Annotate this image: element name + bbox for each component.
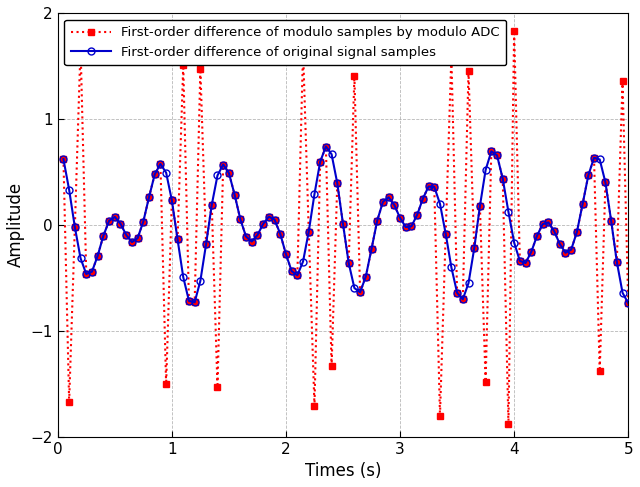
First-order difference of modulo samples by modulo ADC — [625, 300, 632, 306]
Legend: First-order difference of modulo samples by modulo ADC, First-order difference o: First-order difference of modulo samples… — [65, 19, 506, 65]
Line: First-order difference of modulo samples by modulo ADC: First-order difference of modulo samples… — [60, 27, 632, 427]
First-order difference of modulo samples by modulo ADC — [607, 218, 615, 224]
First-order difference of original signal samples — [356, 289, 364, 295]
First-order difference of modulo samples by modulo ADC — [510, 28, 518, 34]
First-order difference of modulo samples by modulo ADC — [590, 155, 598, 161]
First-order difference of original signal samples — [602, 180, 609, 186]
X-axis label: Times (s): Times (s) — [305, 462, 381, 480]
First-order difference of modulo samples by modulo ADC — [168, 197, 175, 203]
First-order difference of original signal samples — [625, 300, 632, 306]
First-order difference of modulo samples by modulo ADC — [60, 156, 67, 162]
First-order difference of original signal samples — [191, 300, 198, 305]
First-order difference of original signal samples — [168, 197, 175, 203]
First-order difference of original signal samples — [402, 224, 410, 230]
Y-axis label: Amplitude: Amplitude — [7, 182, 25, 267]
First-order difference of original signal samples — [322, 144, 330, 150]
First-order difference of modulo samples by modulo ADC — [504, 421, 512, 427]
First-order difference of modulo samples by modulo ADC — [191, 300, 198, 305]
First-order difference of modulo samples by modulo ADC — [396, 215, 404, 221]
First-order difference of modulo samples by modulo ADC — [351, 73, 358, 79]
First-order difference of original signal samples — [60, 156, 67, 162]
First-order difference of original signal samples — [584, 172, 592, 178]
Line: First-order difference of original signal samples: First-order difference of original signa… — [60, 143, 632, 307]
